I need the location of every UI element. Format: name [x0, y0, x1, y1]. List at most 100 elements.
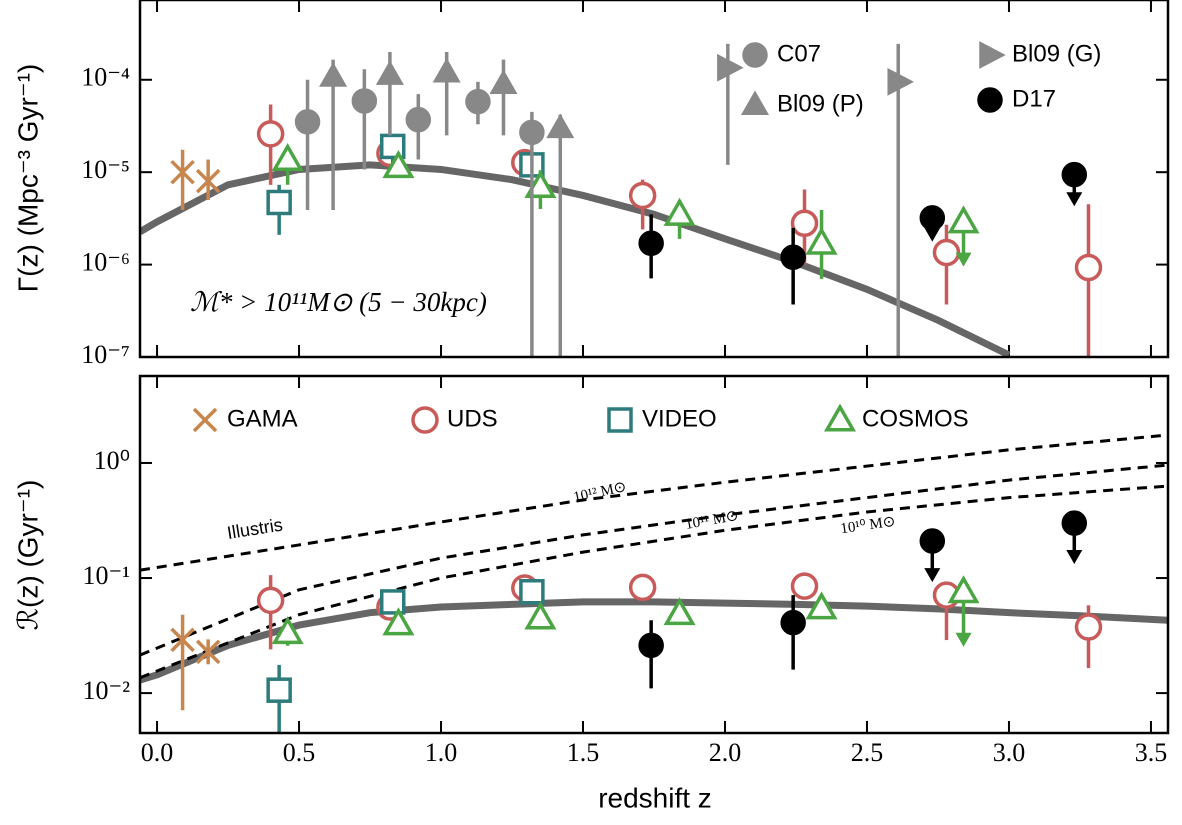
marker — [195, 639, 221, 665]
marker — [465, 88, 491, 115]
marker — [638, 632, 664, 659]
legend-marker — [192, 407, 218, 433]
marker — [717, 53, 744, 82]
y-axis-label: ℛ(z) (Gyr⁻¹) — [12, 480, 43, 631]
legend-label: Bl09 (P) — [777, 90, 864, 117]
line — [140, 484, 1168, 680]
marker — [266, 189, 292, 216]
y-tick-label: 10⁻⁷ — [81, 340, 130, 369]
marker — [405, 106, 432, 133]
marker — [628, 181, 657, 210]
plot-area — [140, 43, 1103, 357]
legend-label: GAMA — [227, 405, 298, 432]
marker — [351, 88, 378, 114]
marker — [947, 575, 980, 604]
line — [140, 433, 1168, 572]
marker — [638, 230, 664, 257]
y-tick-label: 10⁻¹ — [82, 561, 130, 590]
x-tick-label: 0.5 — [283, 738, 316, 767]
marker — [266, 677, 292, 703]
marker — [805, 226, 838, 255]
marker — [919, 528, 946, 554]
legend-marker — [742, 42, 768, 68]
marker — [256, 120, 285, 148]
marker — [519, 119, 545, 146]
line — [140, 463, 1168, 657]
marker — [489, 69, 518, 95]
marker — [887, 67, 914, 96]
marker — [379, 589, 406, 615]
marker — [780, 609, 806, 636]
plot-area — [140, 433, 1168, 733]
y-axis-label: Γ(z) (Mpc⁻³ Gyr⁻¹) — [12, 64, 43, 292]
annotation: ℳ* > 10¹¹M⊙ (5 − 30kpc) — [190, 287, 487, 317]
limit-arrow — [955, 632, 972, 647]
x-tick-label: 1.0 — [425, 738, 458, 767]
marker — [790, 209, 819, 238]
marker — [663, 597, 696, 626]
limit-arrow — [1066, 192, 1083, 207]
marker — [524, 169, 557, 198]
legend-marker — [740, 90, 770, 115]
legend-label: Bl09 (G) — [1012, 40, 1101, 67]
legend-label: C07 — [777, 40, 821, 67]
marker — [170, 627, 195, 653]
y-tick-label: 10⁻⁶ — [81, 248, 130, 277]
limit-arrow — [924, 568, 941, 583]
marker — [382, 607, 415, 636]
annotation: Illustris — [226, 515, 284, 544]
marker — [790, 572, 819, 600]
legend-marker — [977, 87, 1003, 113]
marker — [382, 150, 415, 179]
y-tick-label: 10⁻² — [82, 676, 130, 705]
line — [140, 598, 1168, 684]
x-tick-label: 1.5 — [567, 738, 600, 767]
marker — [546, 113, 575, 139]
y-tick-label: 10⁻⁵ — [81, 155, 130, 184]
axes-frame — [138, 0, 1170, 359]
marker — [1061, 510, 1088, 536]
marker — [805, 591, 838, 620]
legend-label: COSMOS — [862, 405, 969, 432]
marker — [294, 109, 321, 135]
marker — [663, 197, 696, 226]
marker — [1074, 253, 1103, 282]
y-tick-label: 10⁰ — [94, 446, 130, 475]
marker — [375, 60, 404, 85]
legend-marker — [823, 403, 857, 432]
x-tick-label: 2.5 — [851, 738, 884, 767]
x-tick-label: 0.0 — [141, 738, 174, 767]
marker — [919, 205, 946, 231]
limit-arrow — [1066, 549, 1083, 564]
legend-marker — [979, 41, 1006, 69]
x-tick-label: 3.0 — [993, 738, 1026, 767]
limit-arrow — [955, 252, 972, 267]
marker — [432, 57, 461, 83]
marker — [947, 205, 980, 234]
y-tick-label: 10⁻⁴ — [81, 63, 130, 92]
marker — [932, 238, 961, 267]
marker — [1074, 613, 1103, 641]
x-tick-label: 2.0 — [709, 738, 742, 767]
legend-marker — [411, 406, 439, 434]
marker — [780, 244, 806, 271]
axes-frame — [138, 374, 1170, 735]
marker — [170, 159, 195, 185]
marker — [256, 586, 285, 615]
marker — [319, 62, 348, 87]
line-label: 10¹² M⊙ — [572, 479, 628, 506]
line-label: 10¹⁰ M⊙ — [839, 514, 896, 538]
x-axis-label: redshift z — [598, 782, 712, 813]
legend-label: VIDEO — [642, 405, 717, 432]
legend-label: UDS — [447, 405, 498, 432]
legend-marker — [607, 407, 633, 433]
limit-arrow — [924, 227, 941, 242]
marker — [524, 601, 557, 630]
marker — [628, 573, 657, 602]
marker — [271, 143, 304, 172]
marker — [519, 578, 545, 605]
marker — [195, 168, 221, 194]
x-tick-label: 3.5 — [1135, 738, 1168, 767]
legend-label: D17 — [1012, 85, 1056, 112]
